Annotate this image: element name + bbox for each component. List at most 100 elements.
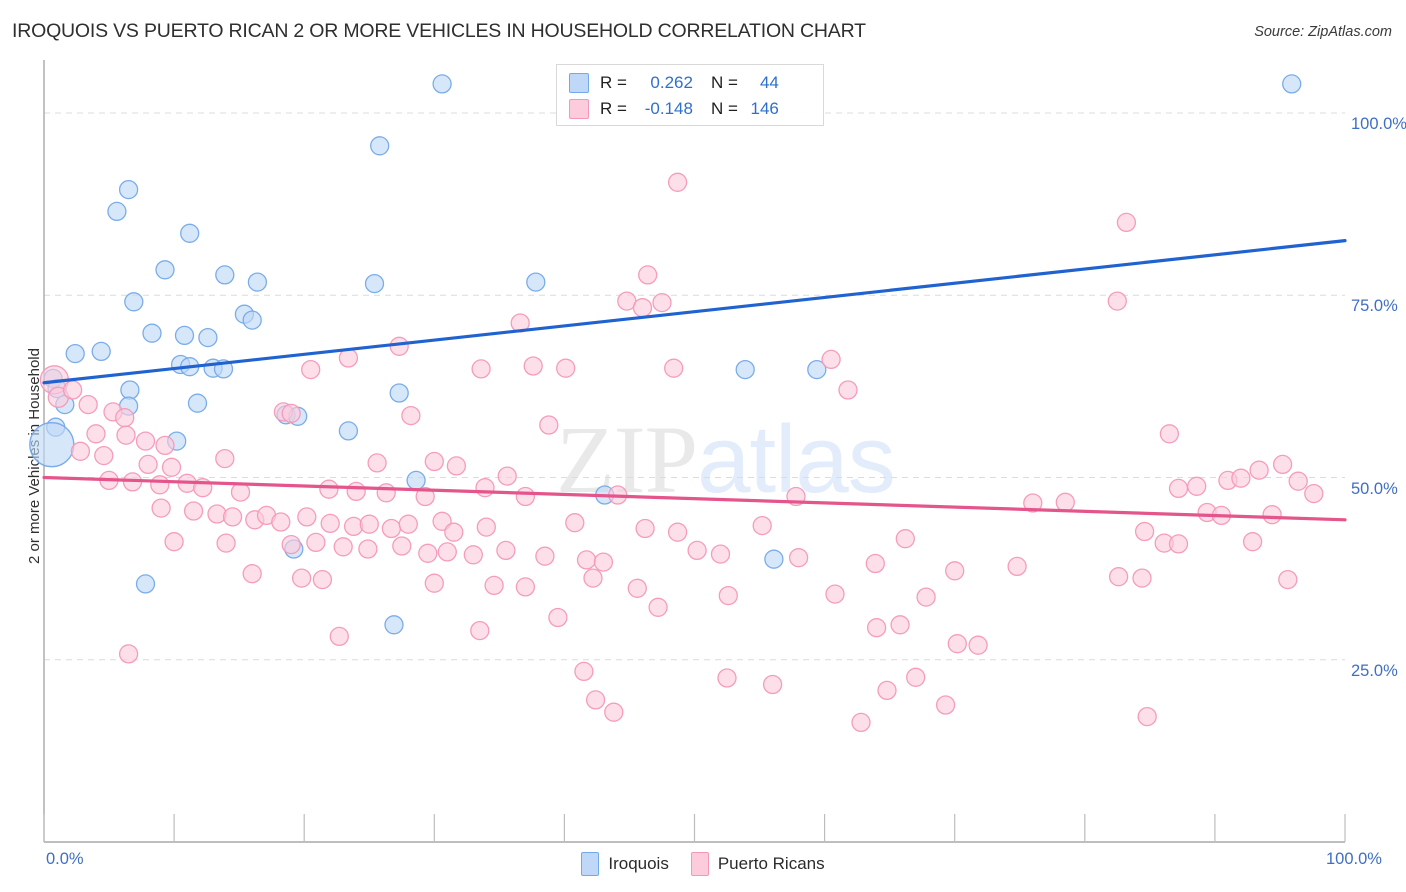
data-point [1282,74,1302,94]
data-point [895,529,915,549]
data-point [389,336,409,356]
data-point [247,272,268,292]
data-point [788,548,809,568]
page-title: IROQUOIS VS PUERTO RICAN 2 OR MORE VEHIC… [12,20,866,42]
data-point [398,514,418,534]
data-point [1159,424,1180,444]
data-point [735,359,755,380]
data-point [652,292,672,313]
data-point [877,680,897,701]
data-point [446,456,467,476]
legend-item-puerto-ricans[interactable]: Puerto Ricans [690,852,825,876]
data-point [484,575,504,596]
data-point [1249,460,1269,480]
data-point [198,327,218,348]
data-point [86,424,106,444]
data-point [333,537,353,557]
data-point [359,514,379,534]
data-point [124,292,144,312]
data-point [807,359,827,380]
data-point [1023,493,1043,513]
data-point [764,549,784,569]
data-point [890,615,910,635]
data-point [475,478,495,498]
data-point [432,74,452,94]
data-point [463,545,483,565]
data-point [364,273,385,294]
source-label: Source: ZipAtlas.com [1254,24,1392,40]
data-point [230,482,251,502]
data-point [358,539,378,559]
data-point [717,668,737,688]
data-point [1168,534,1189,554]
data-point [142,323,162,343]
data-point [1132,568,1152,588]
data-point [1288,471,1308,491]
data-point [1116,212,1137,233]
data-point [91,341,111,362]
data-point [222,507,243,527]
data-point [515,577,536,597]
data-point [1262,505,1282,525]
data-point [115,408,135,428]
data-point [496,540,516,561]
data-point [320,513,340,534]
data-point [271,512,291,532]
data-point [1134,521,1155,542]
data-point [935,695,956,715]
legend-swatch-puerto-ricans-icon [569,99,589,119]
data-point [583,568,603,588]
data-point [155,435,175,456]
data-point [65,343,85,364]
data-point [1272,454,1293,475]
legend-marker-iroquois-icon [581,852,600,876]
data-point [1278,569,1298,590]
data-point [687,540,707,561]
series-legend: Iroquois Puerto Ricans [0,852,1406,876]
data-point [376,483,396,503]
legend-item-iroquois[interactable]: Iroquois [581,852,669,876]
legend-label-puerto-ricans: Puerto Ricans [717,854,825,873]
data-point [576,550,597,570]
data-point [632,298,653,318]
data-point [585,690,606,710]
data-point [945,561,965,581]
data-point [515,486,536,507]
data-point [161,457,182,477]
data-point [866,618,887,638]
data-point [556,358,576,378]
data-point [718,585,738,606]
legend-n-label-iroquois: N = [710,73,738,92]
data-point [107,201,127,222]
data-point [242,310,262,330]
data-point [821,349,841,370]
legend-marker-puerto-ricans-icon [690,852,709,876]
legend-n-label-puerto-ricans: N = [710,99,738,118]
data-point [301,359,321,380]
data-point [384,615,404,635]
legend-row-iroquois: R = 0.262 N = 44 [569,70,813,96]
data-point [865,553,885,574]
legend-r-value-iroquois: 0.262 [650,73,693,92]
data-point [667,172,688,192]
data-point [916,587,936,607]
legend-n-value-puerto-ricans: 146 [750,99,779,118]
correlation-legend-box: R = 0.262 N = 44 R = -0.148 N = 146 [556,64,824,126]
data-point [947,634,967,654]
data-point [667,522,688,542]
data-point [312,569,333,590]
data-point [346,481,366,502]
data-point [135,431,156,451]
data-point [548,607,568,628]
data-point [281,403,301,424]
data-point [968,635,988,655]
data-point [164,532,184,552]
data-point [424,573,444,593]
data-point [138,454,158,475]
data-point [151,498,171,518]
data-point [604,702,624,722]
data-point [415,486,435,507]
data-point [627,578,647,598]
data-point [370,136,390,156]
